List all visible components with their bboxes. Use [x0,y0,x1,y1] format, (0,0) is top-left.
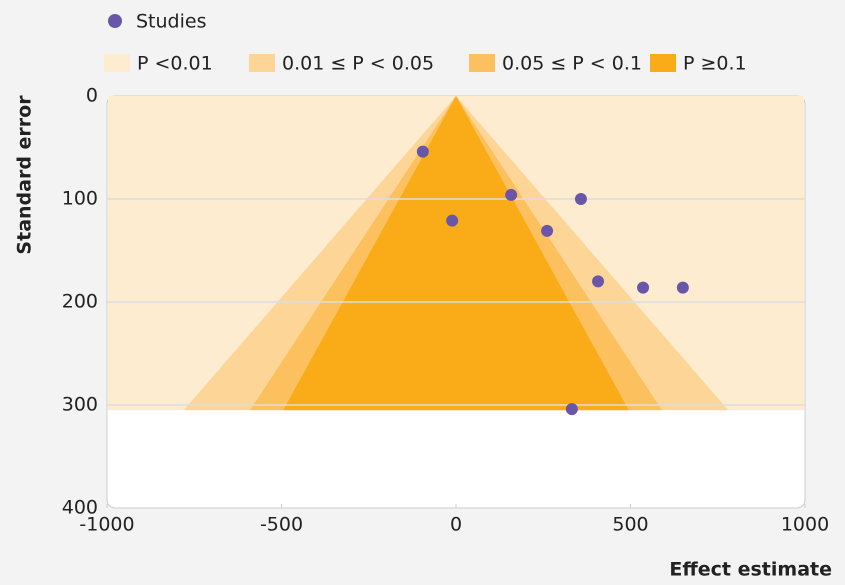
study-point [565,403,578,416]
study-point [574,193,587,205]
study-point [637,281,650,294]
y-tick-label: 100 [62,188,98,210]
legend-swatch [650,54,676,72]
legend-label: P <0.01 [137,53,213,75]
y-tick-label: 200 [62,291,98,313]
study-point [541,224,554,237]
legend-label: 0.05 ≤ P < 0.1 [502,53,642,75]
x-tick-label: -500 [260,514,303,536]
study-point [592,275,605,288]
study-point [505,188,518,201]
y-tick-label: 0 [86,85,98,107]
legend-marker [108,14,122,28]
legend-label: Studies [136,11,206,33]
legend-swatch [249,54,275,72]
legend-swatch [104,54,130,72]
x-axis-label: Effect estimate [669,559,832,581]
contour-region [283,96,629,411]
legend-swatch [469,54,495,72]
x-tick-label: 1000 [781,514,829,536]
y-tick-label: 400 [62,497,98,519]
y-axis-label: Standard error [14,95,36,255]
x-tick-label: -1000 [79,514,134,536]
y-tick-label: 300 [62,394,98,416]
plot-layer [106,96,806,508]
study-point [416,145,429,158]
study-point [676,281,689,294]
legend-label: 0.01 ≤ P < 0.05 [282,53,434,75]
study-point [446,214,459,227]
x-tick-label: 0 [450,514,462,536]
x-tick-label: 500 [612,514,648,536]
legend-label: P ≥0.1 [683,53,747,75]
